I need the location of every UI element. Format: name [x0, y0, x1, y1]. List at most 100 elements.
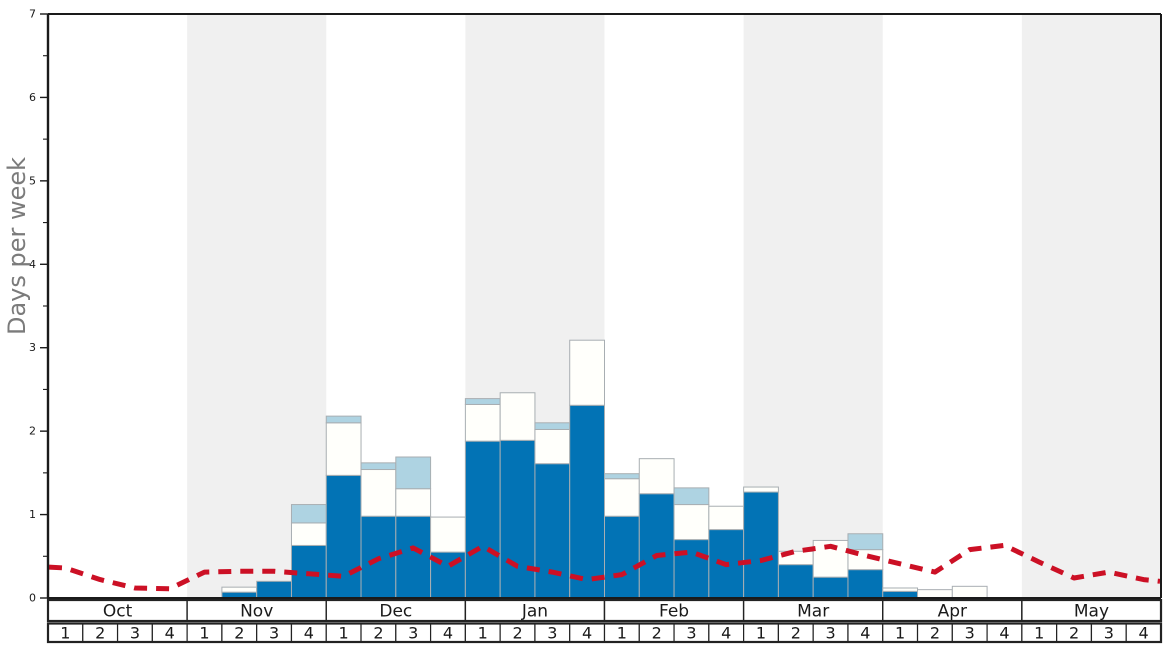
bar-segment-snowy-days-dark-blue-jan2 — [499, 439, 536, 599]
week-label-jan3: 3 — [547, 624, 557, 643]
month-row-outer-border — [46, 598, 1163, 623]
week-label-apr4: 4 — [999, 624, 1009, 643]
bar-segment-snowy-days-light-blue-feb1 — [604, 473, 640, 480]
y-tick-label-5: 5 — [29, 174, 36, 187]
bar-segment-snowy-days-white-jan2 — [499, 392, 536, 441]
week-row-outer-border — [46, 622, 1163, 644]
bar-segment-snowy-days-white-dec2 — [360, 469, 397, 517]
y-tick-label-6: 6 — [29, 91, 36, 104]
bar-segment-snowy-days-white-nov2 — [221, 586, 258, 593]
bar-segment-snowy-days-dark-blue-feb2 — [638, 493, 675, 599]
bar-segment-snowy-days-white-dec4 — [430, 516, 466, 553]
month-label-apr: Apr — [938, 602, 967, 622]
bar-segment-snowy-days-light-blue-mar4 — [847, 533, 884, 551]
week-label-nov2: 2 — [234, 624, 244, 643]
y-tick-label-2: 2 — [29, 425, 36, 438]
bar-segment-snowy-days-light-blue-dec1 — [325, 415, 362, 424]
bar-segment-snowy-days-light-blue-dec2 — [360, 462, 397, 471]
month-band-nov — [187, 14, 327, 598]
bar-segment-snowy-days-dark-blue-dec1 — [325, 474, 362, 599]
week-label-jan1: 1 — [478, 624, 488, 643]
bar-segment-snowy-days-light-blue-dec3 — [395, 456, 432, 490]
bar-segment-snowy-days-dark-blue-nov3 — [256, 580, 292, 599]
bar-segment-snowy-days-white-apr1 — [882, 587, 919, 592]
average-line-layer — [48, 542, 1161, 592]
week-label-feb4: 4 — [721, 624, 731, 643]
week-label-jan2: 2 — [512, 624, 522, 643]
month-label-oct: Oct — [103, 602, 133, 622]
bar-segment-snowy-days-light-blue-nov4 — [290, 504, 327, 524]
bar-segment-snowy-days-white-feb1 — [604, 478, 640, 517]
week-label-nov1: 1 — [199, 624, 209, 643]
bar-segment-snowy-days-white-feb2 — [638, 458, 675, 495]
bar-segment-snowy-days-white-apr2 — [917, 589, 953, 599]
week-label-nov3: 3 — [269, 624, 279, 643]
average-days-line — [48, 542, 1161, 592]
bar-segment-snowy-days-white-feb4 — [708, 505, 745, 531]
bar-segment-snowy-days-dark-blue-mar3 — [812, 576, 849, 599]
week-label-dec1: 1 — [339, 624, 349, 643]
week-label-mar4: 4 — [860, 624, 870, 643]
y-axis-title: Days per week — [3, 157, 31, 335]
bar-segment-snowy-days-dark-blue-dec3 — [395, 515, 432, 599]
week-label-mar3: 3 — [825, 624, 835, 643]
week-label-may3: 3 — [1104, 624, 1114, 643]
week-label-nov4: 4 — [304, 624, 314, 643]
week-label-dec3: 3 — [408, 624, 418, 643]
week-label-may4: 4 — [1139, 624, 1149, 643]
y-tick-label-0: 0 — [29, 592, 36, 605]
month-week-tables-layer: Oct Nov Dec Jan Feb Mar Apr May 1 2 3 4 1 2 3 4 1 2 3 4 1 2 3 4… — [46, 598, 1163, 644]
month-label-feb: Feb — [659, 602, 689, 622]
week-label-mar2: 2 — [791, 624, 801, 643]
month-label-jan: Jan — [521, 602, 548, 622]
bar-segment-snowy-days-dark-blue-jan1 — [464, 440, 501, 599]
week-label-feb2: 2 — [652, 624, 662, 643]
bar-segment-snowy-days-light-blue-feb3 — [673, 487, 710, 506]
week-label-apr3: 3 — [965, 624, 975, 643]
week-label-may1: 1 — [1034, 624, 1044, 643]
bar-segment-snowy-days-white-feb3 — [673, 504, 710, 541]
y-tick-label-1: 1 — [29, 508, 36, 521]
bar-segment-snowy-days-dark-blue-apr1 — [882, 590, 919, 599]
bar-segment-snowy-days-dark-blue-jan3 — [534, 463, 571, 599]
week-label-apr1: 1 — [895, 624, 905, 643]
week-label-dec4: 4 — [443, 624, 453, 643]
week-label-feb1: 1 — [617, 624, 627, 643]
bar-segment-snowy-days-dark-blue-mar1 — [743, 491, 779, 599]
week-label-mar1: 1 — [756, 624, 766, 643]
bar-segment-snowy-days-dark-blue-feb3 — [673, 539, 710, 599]
y-tick-label-4: 4 — [29, 258, 36, 271]
week-label-may2: 2 — [1069, 624, 1079, 643]
bar-segment-snowy-days-white-nov4 — [290, 522, 327, 546]
bar-segment-snowy-days-dark-blue-mar2 — [777, 564, 814, 599]
axes-layer: 0 1 2 3 4 5 6 7 — [29, 8, 1162, 605]
bar-segment-snowy-days-dark-blue-feb1 — [604, 515, 640, 599]
week-label-oct3: 3 — [130, 624, 140, 643]
y-tick-label-7: 7 — [29, 8, 36, 21]
bar-segment-snowy-days-dark-blue-jan4 — [569, 404, 605, 599]
bar-segment-snowy-days-white-dec1 — [325, 422, 362, 476]
bar-segment-snowy-days-white-jan3 — [534, 428, 571, 465]
month-shading-layer — [187, 14, 1161, 598]
week-label-feb3: 3 — [686, 624, 696, 643]
month-label-mar: Mar — [797, 602, 829, 622]
bar-segment-snowy-days-white-apr3 — [951, 585, 988, 599]
bar-segment-snowy-days-white-jan1 — [464, 403, 501, 442]
week-label-dec2: 2 — [373, 624, 383, 643]
week-label-oct2: 2 — [95, 624, 105, 643]
bar-segment-snowy-days-white-dec3 — [395, 488, 432, 517]
bars-layer — [221, 339, 988, 599]
week-label-oct1: 1 — [60, 624, 70, 643]
month-label-nov: Nov — [240, 602, 273, 622]
week-label-jan4: 4 — [582, 624, 592, 643]
month-label-may: May — [1074, 602, 1109, 622]
month-label-dec: Dec — [379, 602, 412, 622]
bar-segment-snowy-days-light-blue-jan3 — [534, 422, 571, 430]
month-band-may — [1021, 14, 1161, 598]
bar-segment-snowy-days-white-mar1 — [743, 486, 779, 493]
y-tick-label-3: 3 — [29, 341, 36, 354]
week-label-oct4: 4 — [165, 624, 175, 643]
week-label-apr2: 2 — [930, 624, 940, 643]
